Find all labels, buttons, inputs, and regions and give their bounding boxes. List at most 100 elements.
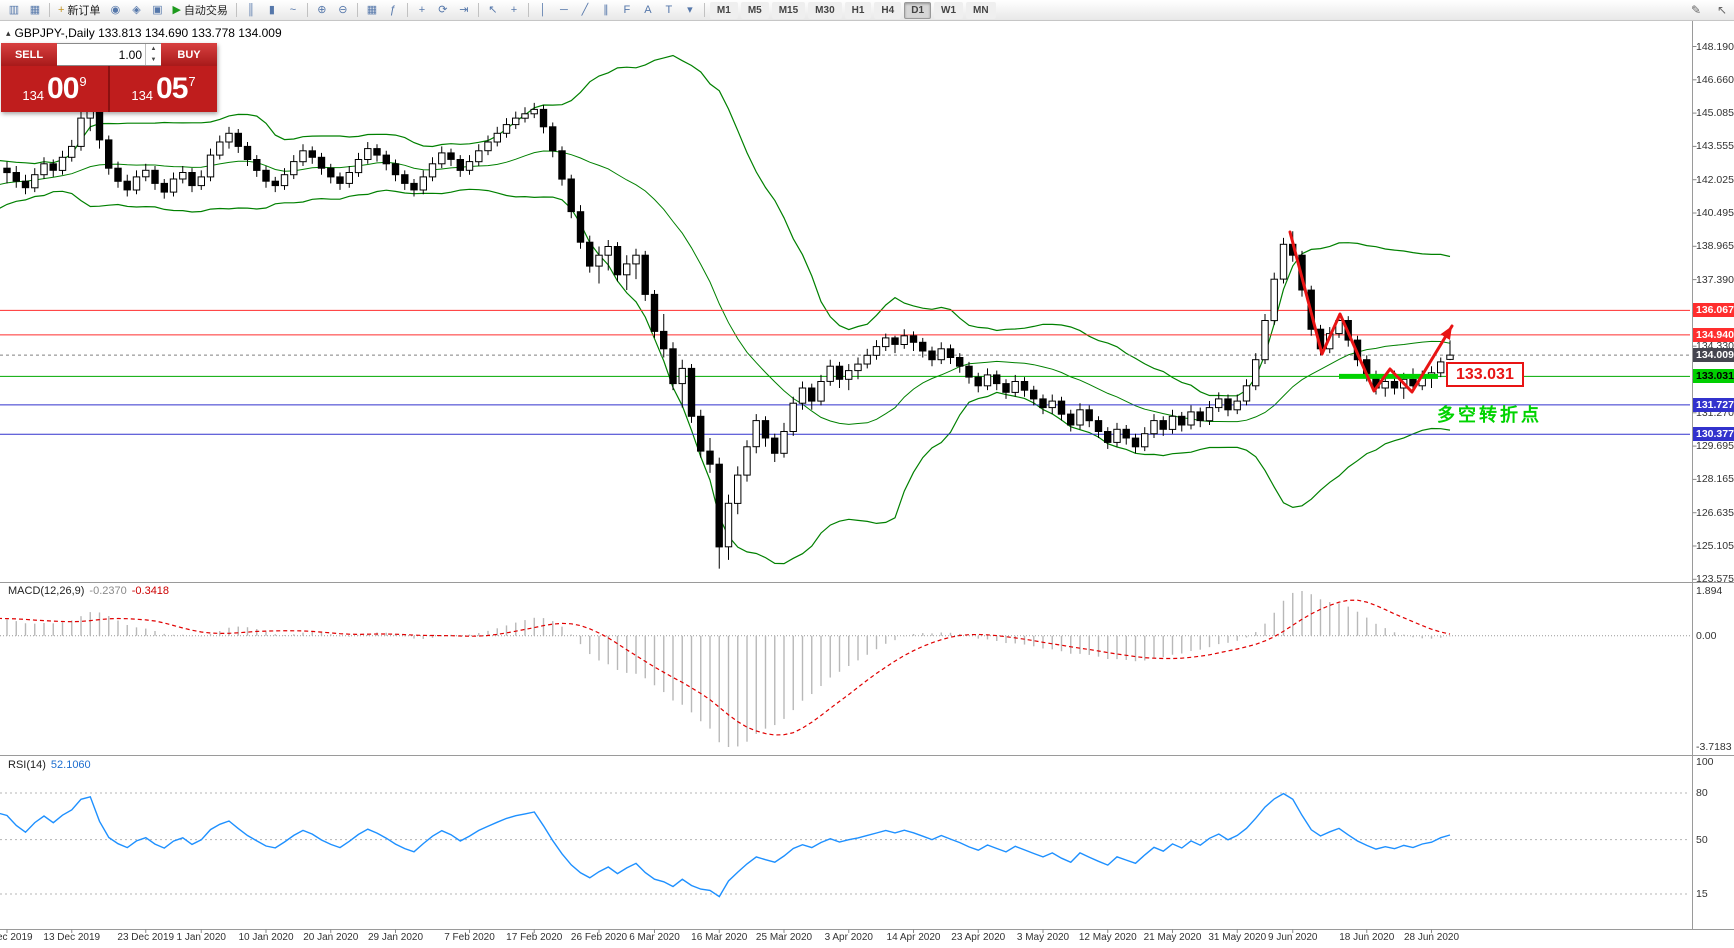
macd-indicator-header: MACD(12,26,9) -0.2370 -0.3418 bbox=[8, 585, 169, 597]
zoom-out-icon: ⊖ bbox=[338, 3, 348, 16]
trendline-icon[interactable]: ╱ bbox=[575, 1, 595, 19]
sell-price-prefix: 134 bbox=[22, 87, 45, 103]
timeframe-button-M1[interactable]: M1 bbox=[709, 1, 738, 19]
line-chart-icon[interactable]: ~ bbox=[283, 1, 303, 19]
autotrading-button[interactable]: ▶ 自动交易 bbox=[168, 1, 231, 19]
price-annotation-label[interactable]: 133.031 bbox=[1446, 362, 1524, 387]
cursor-icon[interactable]: ↖ bbox=[483, 1, 503, 19]
toolbar-group-timeframes: M1 M5 M15 M30 H1 H4 D1 W1 MN bbox=[709, 1, 997, 19]
add-indicator-icon: + bbox=[418, 3, 426, 16]
vertical-line-icon: │ bbox=[539, 3, 547, 16]
volume-down-icon[interactable]: ▼ bbox=[150, 56, 157, 63]
rsi-value: 52.1060 bbox=[50, 759, 91, 771]
timeframe-button-H4[interactable]: H4 bbox=[874, 1, 902, 19]
rsi-name: RSI(14) bbox=[8, 759, 46, 771]
channel-icon[interactable]: ∥ bbox=[596, 1, 616, 19]
volume-stepper[interactable]: 1.00 ▲ ▼ bbox=[57, 43, 161, 66]
market-watch-icon: ◉ bbox=[110, 3, 121, 16]
buy-button[interactable]: BUY bbox=[161, 43, 217, 66]
fibonacci-icon[interactable]: F bbox=[617, 1, 637, 19]
chart-profiles-icon: ▦ bbox=[29, 3, 41, 16]
toolbar-group-right: ✎ ↖ bbox=[1686, 1, 1734, 19]
buy-price-tile[interactable]: 134 05 7 bbox=[108, 66, 217, 112]
buy-price-sup: 7 bbox=[188, 73, 196, 89]
toolbar-separator bbox=[49, 3, 50, 17]
indicators-icon[interactable]: ƒ bbox=[383, 1, 403, 19]
toolbar-separator bbox=[527, 3, 529, 17]
timeframe-button-MN[interactable]: MN bbox=[966, 1, 996, 19]
timeframe-button-W1[interactable]: W1 bbox=[934, 1, 964, 19]
sell-button[interactable]: SELL bbox=[1, 43, 57, 66]
channel-icon: ∥ bbox=[603, 3, 609, 16]
crosshair-icon[interactable]: + bbox=[504, 1, 524, 19]
toolbar-group-panels: ◉ ◈ ▣ bbox=[105, 1, 167, 19]
symbol-marker-icon: ▴ bbox=[6, 27, 11, 38]
crosshair-icon: + bbox=[510, 3, 518, 16]
toolbar-separator bbox=[306, 3, 308, 17]
one-click-trading-panel: SELL 1.00 ▲ ▼ BUY 134 00 9 134 05 7 bbox=[1, 43, 217, 112]
zoom-out-icon[interactable]: ⊖ bbox=[333, 1, 353, 19]
autotrading-play-icon: ▶ bbox=[172, 3, 181, 16]
buy-price-prefix: 134 bbox=[131, 87, 154, 103]
indicators-icon: ƒ bbox=[389, 3, 396, 16]
timeframe-button-D1[interactable]: D1 bbox=[904, 1, 932, 19]
tile-windows-icon[interactable]: ▦ bbox=[362, 1, 382, 19]
terminal-icon: ▣ bbox=[152, 3, 163, 16]
new-chart-icon: ▥ bbox=[8, 3, 20, 16]
macd-main-value: -0.2370 bbox=[89, 585, 127, 597]
chart-shift-icon[interactable]: ⇥ bbox=[454, 1, 474, 19]
tile-windows-icon: ▦ bbox=[366, 3, 378, 16]
candlestick-chart-icon[interactable]: ▮ bbox=[262, 1, 282, 19]
cursor-arrow-icon: ↖ bbox=[1716, 3, 1728, 17]
toolbar-separator bbox=[235, 3, 237, 17]
shapes-dropdown-icon[interactable]: ▾ bbox=[680, 1, 700, 19]
draw-pencil-icon[interactable]: ✎ bbox=[1686, 1, 1706, 19]
timeframe-button-M15[interactable]: M15 bbox=[771, 1, 806, 19]
text-icon[interactable]: A bbox=[638, 1, 658, 19]
new-order-button[interactable]: + 新订单 bbox=[54, 1, 104, 19]
terminal-icon[interactable]: ▣ bbox=[147, 1, 167, 19]
volume-value[interactable]: 1.00 bbox=[118, 47, 142, 62]
autotrading-label: 自动交易 bbox=[183, 5, 228, 17]
chart-title-text: GBPJPY-,Daily 133.813 134.690 133.778 13… bbox=[14, 26, 282, 40]
zoom-in-icon[interactable]: ⊕ bbox=[312, 1, 332, 19]
new-order-label: 新订单 bbox=[67, 5, 101, 17]
toolbar-separator bbox=[477, 3, 479, 17]
macd-name: MACD(12,26,9) bbox=[8, 585, 85, 597]
bar-chart-icon[interactable]: ║ bbox=[241, 1, 261, 19]
line-chart-icon: ~ bbox=[289, 3, 297, 16]
text-icon: A bbox=[644, 3, 652, 16]
chart-title: ▴ GBPJPY-,Daily 133.813 134.690 133.778 … bbox=[6, 26, 282, 40]
top-toolbar: ▥ ▦ + 新订单 ◉ ◈ ▣ ▶ 自动交易 ║ ▮ ~ ⊕ ⊖ ▦ ƒ + ⟳ ⇥ ↖ + │ ─ ╱ ∥ F A T ▾… bbox=[0, 0, 1734, 21]
navigator-icon[interactable]: ◈ bbox=[126, 1, 146, 19]
new-chart-icon[interactable]: ▥ bbox=[4, 1, 24, 19]
sell-price-tile[interactable]: 134 00 9 bbox=[1, 66, 108, 112]
toolbar-separator bbox=[406, 3, 408, 17]
bar-chart-icon: ║ bbox=[247, 3, 255, 16]
volume-up-icon[interactable]: ▲ bbox=[150, 46, 157, 53]
market-watch-icon[interactable]: ◉ bbox=[105, 1, 125, 19]
fibonacci-icon: F bbox=[623, 3, 631, 16]
toolbar-group-chart-tools: ║ ▮ ~ ⊕ ⊖ ▦ ƒ + ⟳ ⇥ ↖ + │ ─ ╱ ∥ F A T ▾ bbox=[241, 1, 700, 19]
text-label-icon[interactable]: T bbox=[659, 1, 679, 19]
toolbar-group-windows: ▥ ▦ bbox=[4, 1, 45, 19]
toolbar-separator bbox=[703, 3, 705, 17]
macd-signal-value: -0.3418 bbox=[131, 585, 170, 597]
vertical-line-icon[interactable]: │ bbox=[533, 1, 553, 19]
timeframe-button-H1[interactable]: H1 bbox=[844, 1, 872, 19]
cursor-arrow-icon[interactable]: ↖ bbox=[1712, 1, 1732, 19]
pivot-point-note[interactable]: 多空转折点 bbox=[1437, 405, 1542, 425]
timeframe-button-M5[interactable]: M5 bbox=[740, 1, 769, 19]
timeframe-button-M30[interactable]: M30 bbox=[808, 1, 842, 19]
candlestick-chart-icon: ▮ bbox=[268, 3, 275, 16]
auto-scroll-icon[interactable]: ⟳ bbox=[433, 1, 453, 19]
toolbar-separator bbox=[356, 3, 358, 17]
add-indicator-icon[interactable]: + bbox=[412, 1, 432, 19]
auto-scroll-icon: ⟳ bbox=[438, 3, 448, 16]
horizontal-line-icon[interactable]: ─ bbox=[554, 1, 574, 19]
chart-profiles-icon[interactable]: ▦ bbox=[25, 1, 45, 19]
horizontal-line-icon: ─ bbox=[560, 3, 568, 16]
sell-price-sup: 9 bbox=[79, 73, 87, 89]
navigator-icon: ◈ bbox=[132, 3, 141, 16]
